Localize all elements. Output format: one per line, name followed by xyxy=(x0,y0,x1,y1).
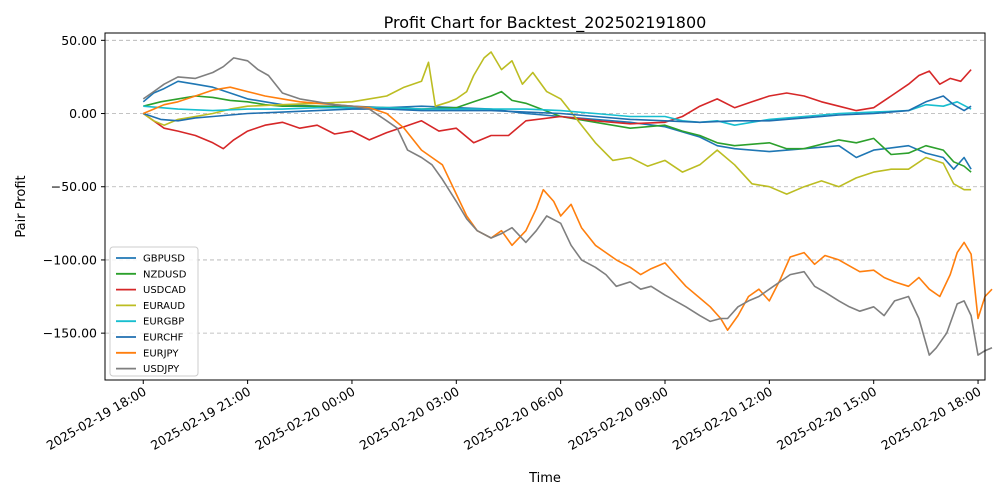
x-axis-title: Time xyxy=(528,471,561,486)
legend-label: EURGBP xyxy=(143,317,184,328)
series-lines xyxy=(142,51,993,356)
plot-frame xyxy=(104,32,986,381)
legend: GBPUSD NZDUSD USDCAD EURAUD EURGBP EURCHF EURJ… xyxy=(109,246,199,377)
y-tick-label: −50.00 xyxy=(51,179,97,194)
y-tick-label: 0.00 xyxy=(69,106,97,121)
x-tick-label: 2025-02-20 15:00 xyxy=(774,384,879,453)
x-tick-label: 2025-02-20 09:00 xyxy=(565,384,670,453)
chart-title: Profit Chart for Backtest_202502191800 xyxy=(384,13,707,33)
y-tick-label: −100.00 xyxy=(43,252,97,267)
x-tick-label: 2025-02-20 00:00 xyxy=(252,384,357,453)
series-line-usdjpy xyxy=(142,57,993,356)
legend-label: USDJPY xyxy=(143,364,180,375)
y-tick-label: 50.00 xyxy=(61,33,97,48)
series-line-eurgbp xyxy=(143,101,972,126)
x-tick-label: 2025-02-20 12:00 xyxy=(670,384,775,453)
legend-label: GBPUSD xyxy=(143,254,185,265)
legend-label: NZDUSD xyxy=(143,269,187,280)
x-tick-label: 2025-02-20 03:00 xyxy=(357,384,462,453)
y-tick-label: −150.00 xyxy=(43,326,97,341)
legend-label: EURAUD xyxy=(143,301,185,312)
series-line-usdcad xyxy=(142,69,972,150)
x-tick-label: 2025-02-20 06:00 xyxy=(461,384,566,453)
series-line-nzdusd xyxy=(143,90,972,173)
x-tick-label: 2025-02-20 18:00 xyxy=(878,384,983,453)
legend-label: EURJPY xyxy=(143,348,179,359)
series-line-eurchf xyxy=(143,95,972,124)
y-axis-title: Pair Profit xyxy=(14,175,29,237)
x-tick-label: 2025-02-19 18:00 xyxy=(44,384,149,453)
series-line-euraud xyxy=(142,51,972,195)
x-axis: 2025-02-19 18:00 2025-02-19 21:00 2025-02-… xyxy=(44,380,984,453)
x-tick-label: 2025-02-19 21:00 xyxy=(148,384,253,453)
y-axis: 50.00 0.00 −50.00 −100.00 −150.00 xyxy=(43,33,105,341)
legend-box xyxy=(109,246,199,377)
legend-label: EURCHF xyxy=(143,333,184,344)
gridlines xyxy=(105,39,985,334)
legend-label: USDCAD xyxy=(143,285,186,296)
